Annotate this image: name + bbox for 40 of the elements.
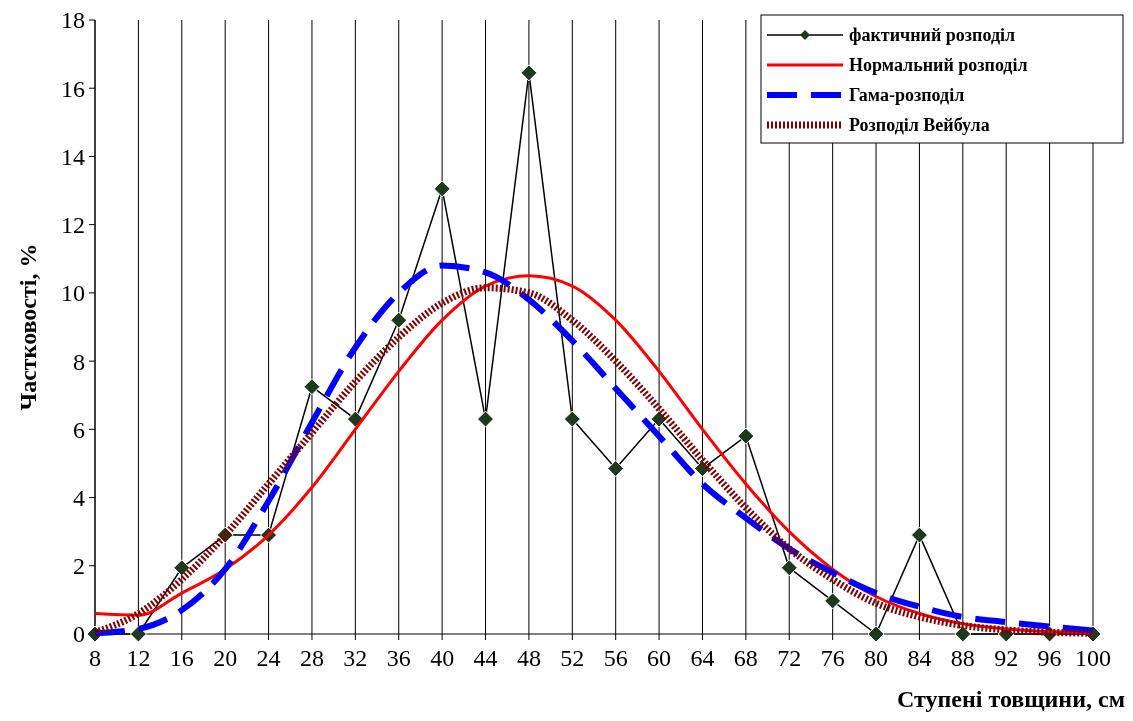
x-tick-label: 20 bbox=[213, 645, 238, 671]
y-tick-label: 8 bbox=[73, 348, 85, 375]
x-tick-label: 8 bbox=[89, 645, 101, 671]
y-axis-title: Частковості, % bbox=[15, 243, 41, 411]
y-tick-label: 16 bbox=[61, 75, 85, 102]
y-tick-label: 12 bbox=[61, 212, 85, 239]
x-tick-label: 100 bbox=[1075, 645, 1111, 671]
x-tick-label: 16 bbox=[169, 645, 194, 671]
x-tick-label: 24 bbox=[256, 645, 281, 671]
x-tick-label: 56 bbox=[603, 645, 628, 671]
x-axis-title: Ступені товщини, см bbox=[896, 686, 1125, 712]
x-tick-label: 88 bbox=[950, 645, 975, 671]
x-tick-label: 44 bbox=[473, 645, 498, 671]
x-tick-label: 68 bbox=[733, 645, 758, 671]
x-tick-label: 52 bbox=[560, 645, 585, 671]
x-tick-label: 60 bbox=[647, 645, 672, 671]
x-tick-label: 36 bbox=[386, 645, 411, 671]
x-tick-label: 40 bbox=[430, 645, 455, 671]
x-tick-label: 80 bbox=[864, 645, 889, 671]
x-tick-label: 76 bbox=[820, 645, 845, 671]
y-tick-label: 6 bbox=[73, 416, 85, 443]
x-tick-label: 92 bbox=[994, 645, 1019, 671]
legend-label: Гама-розподіл bbox=[849, 85, 965, 106]
x-tick-label: 48 bbox=[516, 645, 541, 671]
y-tick-label: 4 bbox=[73, 484, 85, 511]
x-tick-label: 96 bbox=[1037, 645, 1062, 671]
x-tick-label: 84 bbox=[907, 645, 932, 671]
y-tick-label: 2 bbox=[73, 553, 85, 580]
x-tick-label: 28 bbox=[299, 645, 324, 671]
y-tick-label: 14 bbox=[61, 143, 85, 170]
x-tick-label: 12 bbox=[126, 645, 151, 671]
y-tick-label: 18 bbox=[61, 7, 85, 34]
x-tick-label: 72 bbox=[777, 645, 802, 671]
legend-label: Розподіл Вейбула bbox=[849, 115, 990, 136]
legend-label: Нормальний розподіл bbox=[849, 55, 1028, 76]
y-tick-label: 10 bbox=[61, 280, 85, 307]
y-tick-label: 0 bbox=[73, 621, 85, 648]
x-tick-label: 64 bbox=[690, 645, 715, 671]
x-tick-label: 32 bbox=[343, 645, 368, 671]
legend-label: фактичний розподіл bbox=[849, 25, 1016, 46]
